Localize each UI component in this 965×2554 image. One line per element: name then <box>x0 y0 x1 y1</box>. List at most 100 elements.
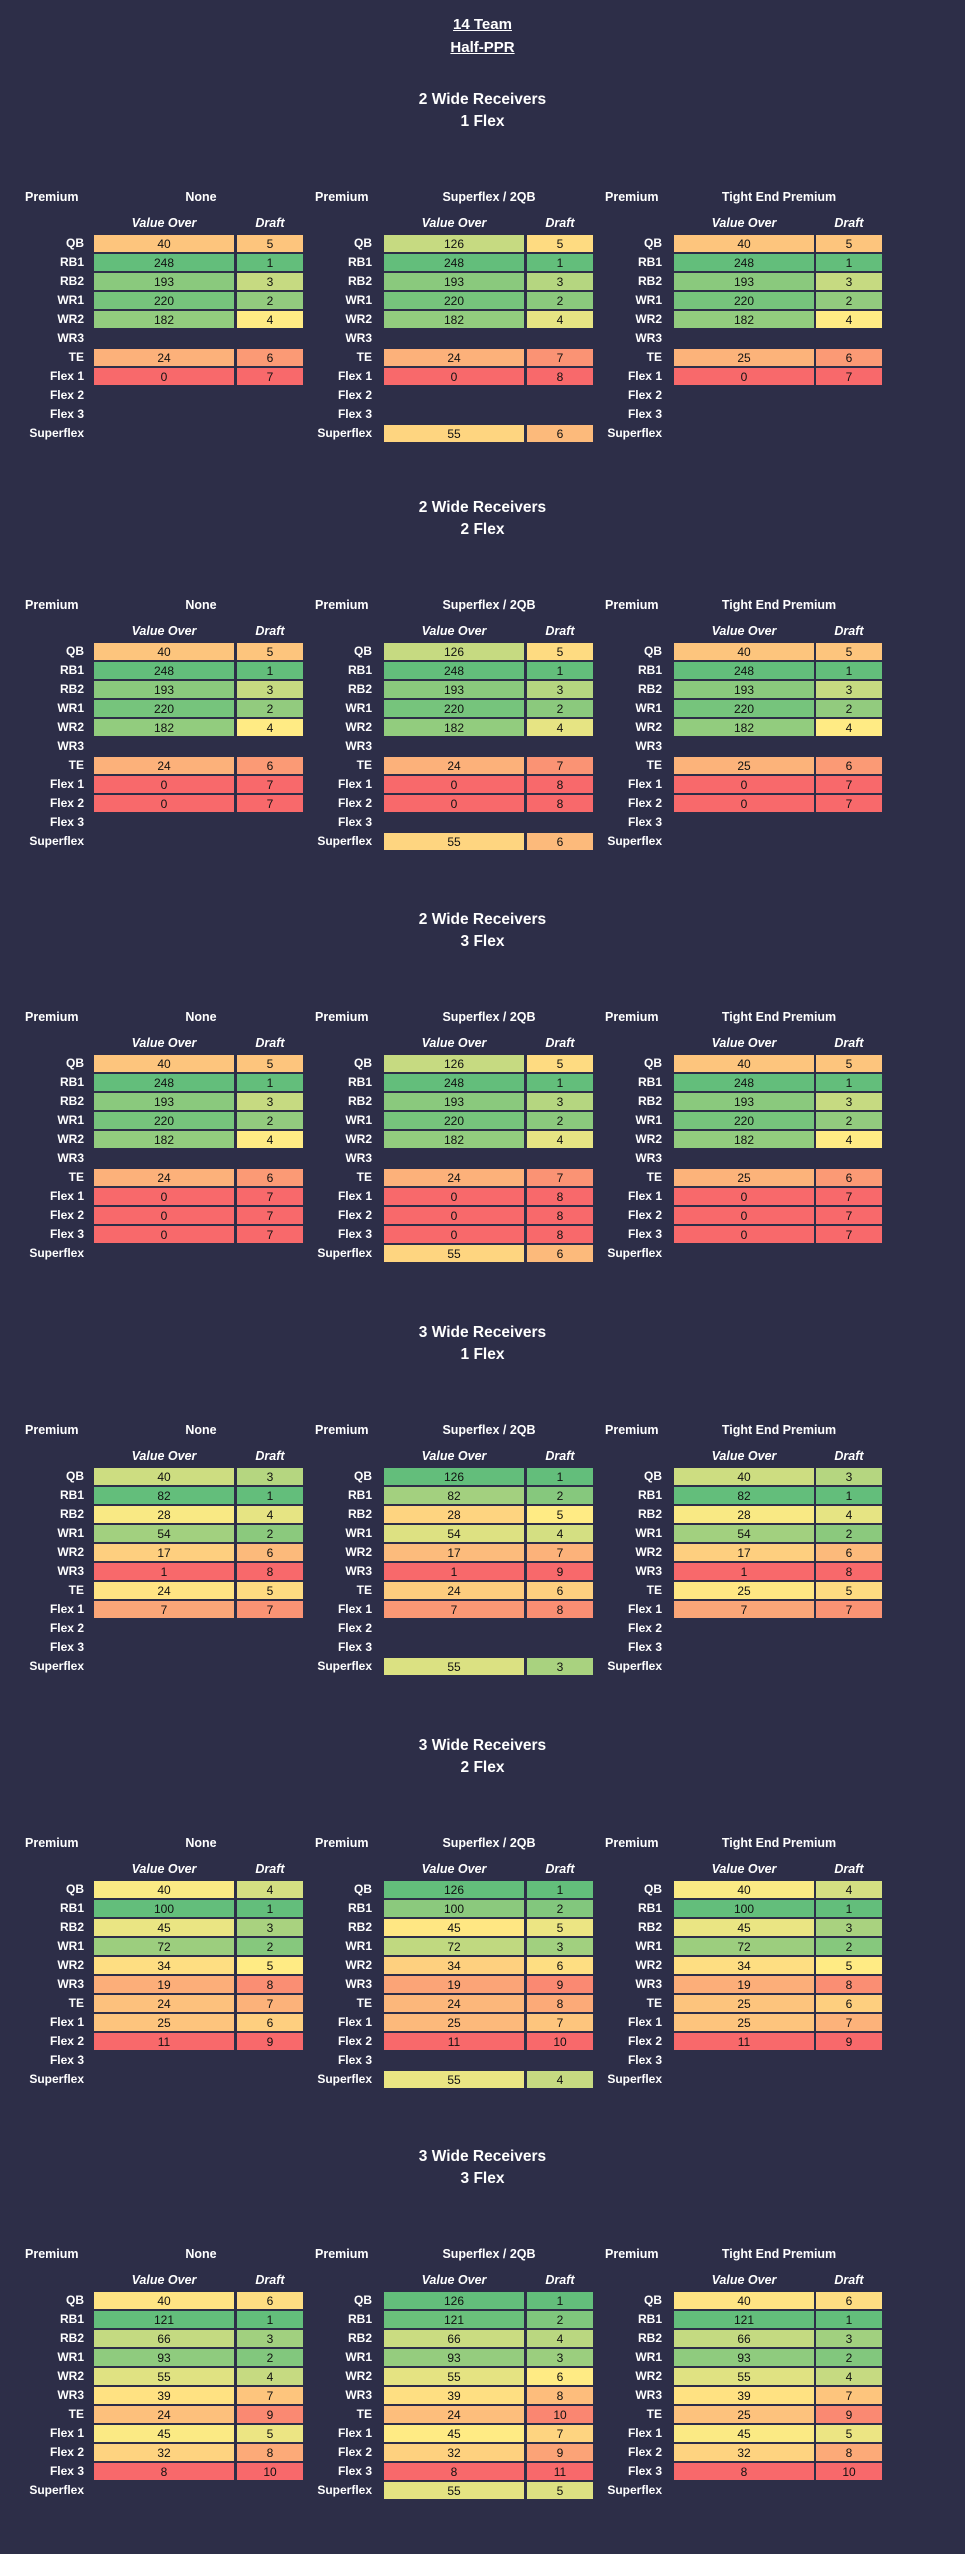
priority-cell: 5 <box>236 1581 304 1600</box>
row-label: Superflex <box>29 2072 84 2086</box>
value-cell: 34 <box>383 1956 525 1975</box>
value-cell: 8 <box>93 2462 235 2481</box>
row-label: Flex 1 <box>627 777 662 791</box>
row-label: RB1 <box>347 1075 372 1089</box>
value-cell: 40 <box>93 234 235 253</box>
priority-cell: 5 <box>526 1918 594 1937</box>
row-label: Flex 1 <box>337 369 372 383</box>
row-label: Flex 1 <box>49 2426 84 2440</box>
priority-cell: 1 <box>526 1880 594 1899</box>
section-title: 3 Wide Receivers <box>418 1324 547 1341</box>
row-label: Superflex <box>317 1246 372 1260</box>
row-label: Flex 3 <box>627 2053 662 2067</box>
value-cell: 193 <box>673 272 815 291</box>
row-label: WR3 <box>635 1151 662 1165</box>
row-label: RB2 <box>59 274 84 288</box>
priority-cell: 4 <box>236 310 304 329</box>
row-label: Flex 1 <box>337 777 372 791</box>
premium-label: Premium <box>605 1010 659 1024</box>
header-line: Value Over <box>421 1036 487 1050</box>
row-label: Flex 3 <box>49 2053 84 2067</box>
value-cell: 121 <box>673 2310 815 2329</box>
value-cell: 1 <box>383 1562 525 1581</box>
row-label: Superflex <box>29 1659 84 1673</box>
row-label: WR1 <box>345 701 372 715</box>
priority-cell: 3 <box>526 1937 594 1956</box>
premium-type: Tight End Premium <box>721 2247 837 2261</box>
priority-cell: 7 <box>236 1187 304 1206</box>
priority-cell: 5 <box>815 1054 883 1073</box>
row-label: Flex 1 <box>627 1602 662 1616</box>
value-cell: 182 <box>383 1130 525 1149</box>
row-label: Flex 2 <box>49 388 84 402</box>
row-label: Flex 2 <box>627 796 662 810</box>
priority-cell: 4 <box>236 1130 304 1149</box>
value-cell: 55 <box>383 832 525 851</box>
value-cell: 45 <box>93 2424 235 2443</box>
priority-cell: 1 <box>815 661 883 680</box>
value-cell: 8 <box>383 2462 525 2481</box>
value-cell: 93 <box>673 2348 815 2367</box>
priority-cell: 2 <box>815 1111 883 1130</box>
premium-label: Premium <box>25 1423 79 1437</box>
row-label: WR3 <box>345 1151 372 1165</box>
row-label: RB1 <box>59 1488 84 1502</box>
page-title-team: 14 Team <box>453 16 512 33</box>
value-cell: 0 <box>673 367 815 386</box>
value-cell: 39 <box>673 2386 815 2405</box>
priority-cell: 2 <box>815 291 883 310</box>
value-cell: 25 <box>673 2405 815 2424</box>
priority-cell: 3 <box>526 1657 594 1676</box>
value-cell: 193 <box>673 1092 815 1111</box>
row-label: RB1 <box>637 1075 662 1089</box>
row-label: Flex 1 <box>627 369 662 383</box>
value-cell: 11 <box>673 2032 815 2051</box>
row-label: Flex 2 <box>337 796 372 810</box>
value-cell: 220 <box>383 1111 525 1130</box>
row-label: QB <box>644 2293 662 2307</box>
priority-cell: 2 <box>526 2310 594 2329</box>
value-cell: 0 <box>673 775 815 794</box>
row-label: Flex 1 <box>337 2426 372 2440</box>
value-cell: 0 <box>93 1225 235 1244</box>
priority-cell: 1 <box>236 661 304 680</box>
row-label: Superflex <box>29 426 84 440</box>
row-label: WR1 <box>57 1526 84 1540</box>
value-cell: 55 <box>383 1657 525 1676</box>
row-label: Superflex <box>607 2072 662 2086</box>
row-label: WR2 <box>57 1958 84 1972</box>
header-line: Value Over <box>711 1449 777 1463</box>
priority-cell: 2 <box>526 1111 594 1130</box>
value-cell: 248 <box>383 253 525 272</box>
priority-cell: 6 <box>236 2291 304 2310</box>
value-cell: 24 <box>93 1168 235 1187</box>
priority-cell: 3 <box>236 1092 304 1111</box>
row-label: WR1 <box>57 1113 84 1127</box>
premium-label: Premium <box>315 1423 369 1437</box>
priority-cell: 3 <box>526 680 594 699</box>
priority-cell: 9 <box>526 1562 594 1581</box>
section-subtitle: 2 Flex <box>460 521 505 538</box>
value-cell: 182 <box>93 718 235 737</box>
header-line: Value Over <box>131 216 197 230</box>
header-line: Value Over <box>421 1862 487 1876</box>
priority-cell: 7 <box>236 775 304 794</box>
value-cell: 66 <box>673 2329 815 2348</box>
value-cell: 248 <box>93 661 235 680</box>
priority-cell: 6 <box>815 1168 883 1187</box>
value-cell: 182 <box>383 718 525 737</box>
value-cell: 66 <box>93 2329 235 2348</box>
row-label: WR3 <box>345 331 372 345</box>
row-label: TE <box>356 350 372 364</box>
priority-cell: 7 <box>815 1600 883 1619</box>
value-cell: 82 <box>93 1486 235 1505</box>
premium-label: Premium <box>25 1836 79 1850</box>
row-label: QB <box>66 1469 84 1483</box>
priority-cell: 7 <box>815 2386 883 2405</box>
section-subtitle: 1 Flex <box>460 113 505 130</box>
priority-cell: 2 <box>526 1486 594 1505</box>
row-label: TE <box>356 758 372 772</box>
value-cell: 7 <box>673 1600 815 1619</box>
section-subtitle: 3 Flex <box>460 933 505 950</box>
value-cell: 40 <box>673 2291 815 2310</box>
